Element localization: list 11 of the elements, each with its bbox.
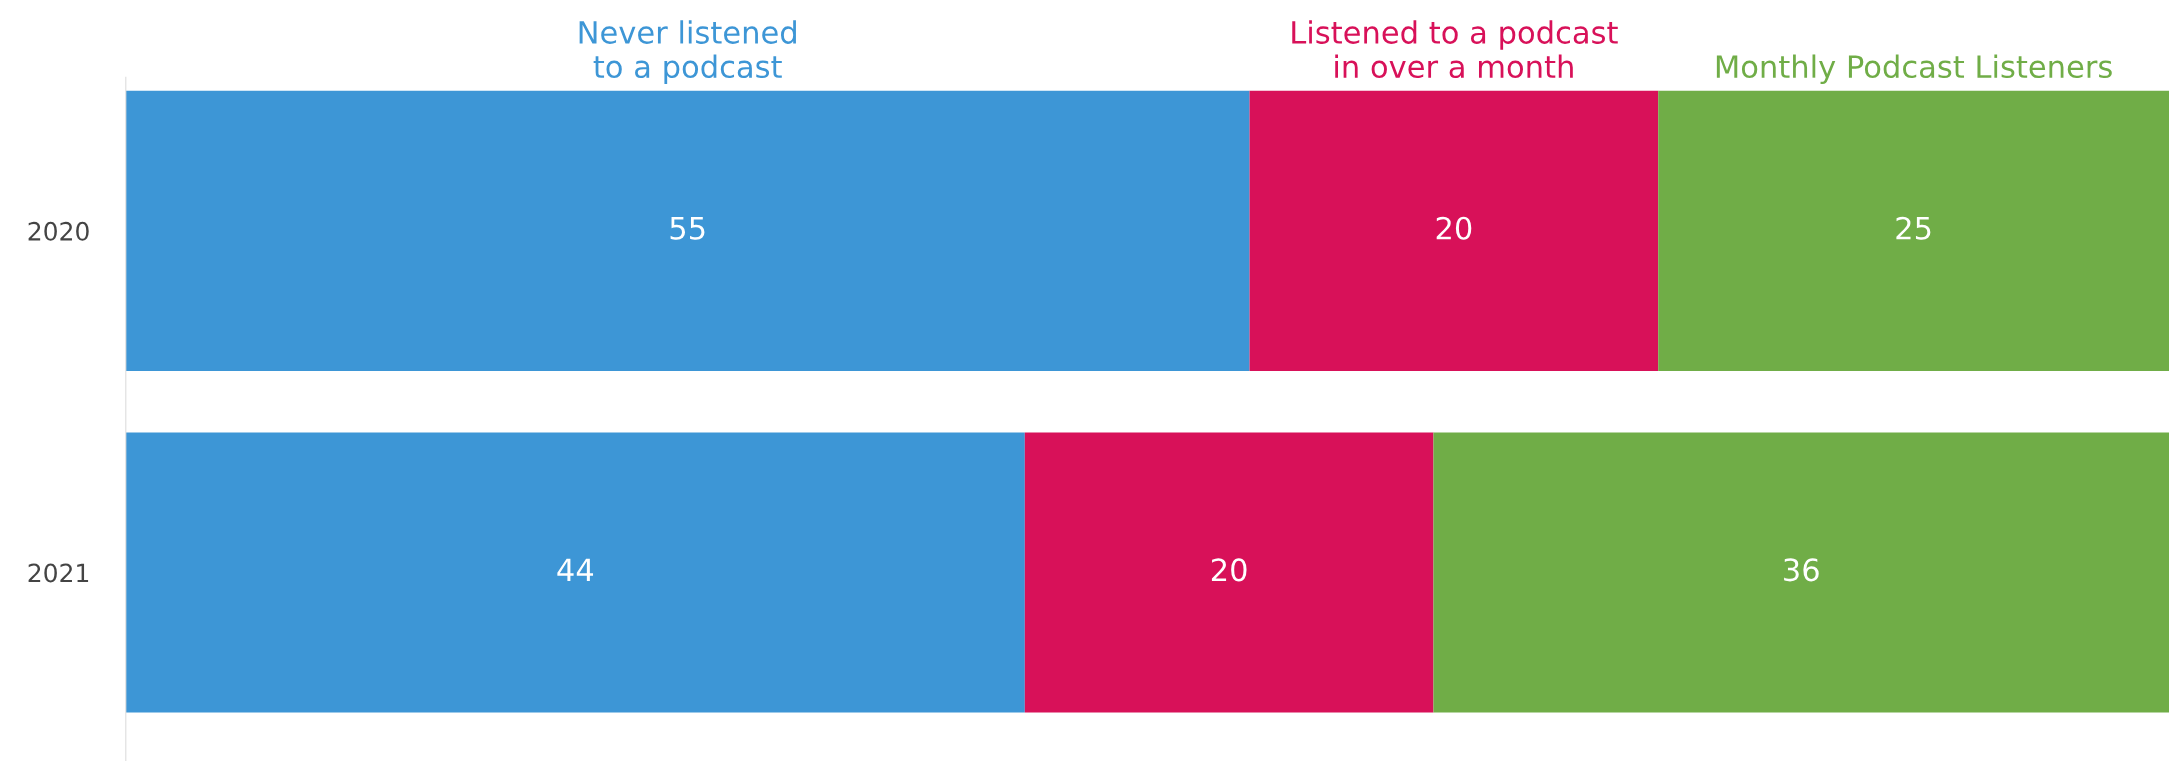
- series-label: Never listened to a podcast: [579, 20, 796, 85]
- data-label: 25: [1896, 216, 1931, 240]
- data-label: 20: [1436, 216, 1472, 240]
- data-label: 44: [557, 558, 594, 581]
- data-label: 20: [1211, 558, 1247, 582]
- data-label: 36: [1784, 558, 1819, 582]
- data-label: 55: [670, 217, 705, 240]
- series-label: Monthly Podcast Listeners: [1716, 54, 2112, 85]
- y-tick-label: 2020: [28, 221, 89, 241]
- series-label: Listened to a podcast in over a month: [1292, 20, 1618, 79]
- y-tick-label: 2021: [28, 563, 89, 583]
